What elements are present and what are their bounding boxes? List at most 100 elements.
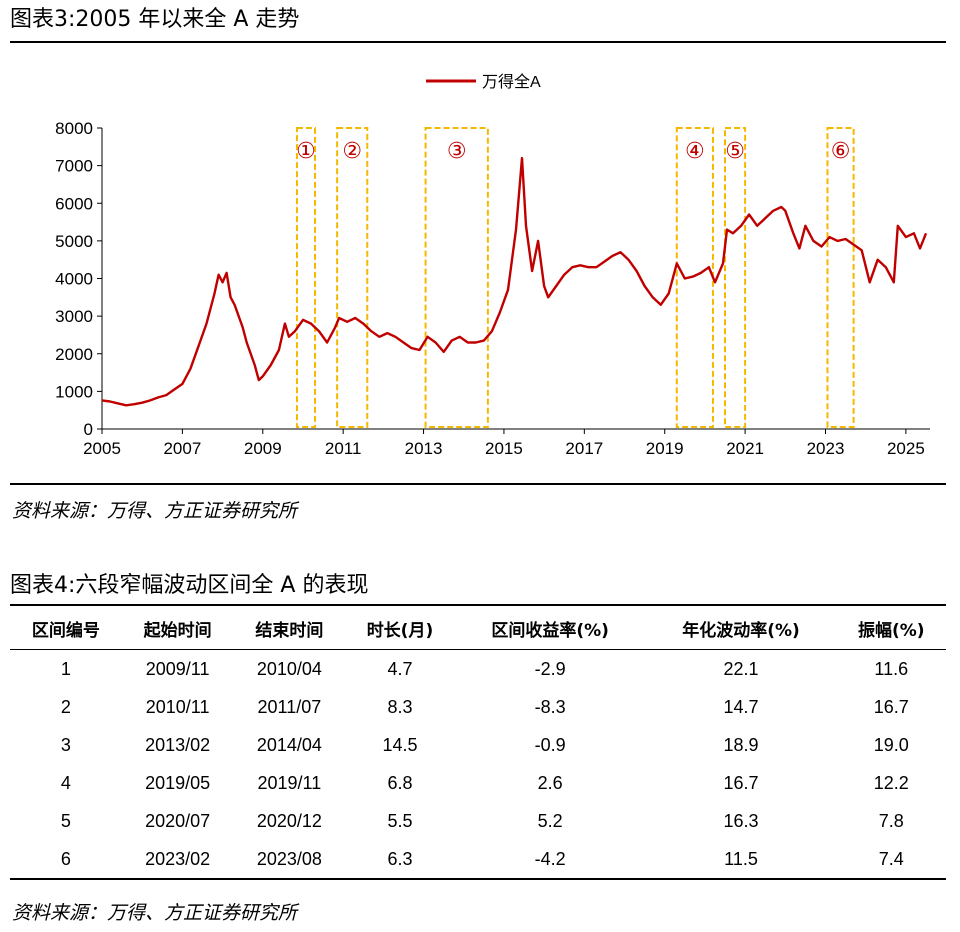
table-cell: 7.8 bbox=[878, 810, 904, 831]
table-cell: 2023/02 bbox=[121, 840, 234, 880]
table-cell: 6.3 bbox=[345, 840, 455, 880]
table-cell: 19.0 bbox=[873, 734, 909, 755]
header-volatility: 年化波动率(%) bbox=[645, 607, 837, 650]
table-cell: 8.3 bbox=[387, 696, 413, 717]
header-amplitude: 振幅(%) bbox=[836, 607, 946, 650]
table-row: 5 2020/07 2020/12 5.5 5.2 16.3 7.8 bbox=[10, 802, 946, 840]
table-row: 4 2019/05 2019/11 6.8 2.6 16.7 12.2 bbox=[10, 764, 946, 802]
legend-label: 万得全A bbox=[482, 73, 541, 91]
x-tick-label: 2015 bbox=[485, 439, 523, 458]
y-tick-label: 0 bbox=[84, 420, 93, 439]
y-tick-label: 5000 bbox=[55, 232, 93, 251]
highlight-box-label: ⑥ bbox=[831, 138, 851, 163]
highlight-box-label: ④ bbox=[685, 138, 705, 163]
highlight-box bbox=[675, 127, 714, 428]
table-row: 2 2010/11 2011/07 8.3 -8.3 14.7 16.7 bbox=[10, 688, 946, 726]
table-cell: -2.9 bbox=[534, 658, 566, 679]
x-tick-label: 2005 bbox=[83, 439, 121, 458]
y-tick-label: 6000 bbox=[55, 194, 93, 213]
table-cell: 2.6 bbox=[537, 772, 563, 793]
y-tick-label: 2000 bbox=[55, 345, 93, 364]
table-cell: -8.3 bbox=[534, 696, 566, 717]
series-line-wande-all-a bbox=[101, 156, 928, 407]
market-trend-chart: 万得全A 0 1000 2000 3000 4000 5000 6000 7000 8000 20… bbox=[55, 73, 930, 458]
table-cell: 2014/04 bbox=[256, 734, 322, 755]
table-cell: 2023/08 bbox=[233, 840, 346, 880]
table-cell: 2 bbox=[60, 696, 71, 717]
table-cell: 14.7 bbox=[723, 696, 759, 717]
chart-legend: 万得全A bbox=[426, 73, 541, 91]
highlight-box bbox=[424, 127, 489, 428]
table-cell: 2019/11 bbox=[257, 772, 322, 793]
table-cell: 11.6 bbox=[874, 658, 909, 679]
x-tick-label: 2013 bbox=[405, 439, 443, 458]
table-cell: 22.1 bbox=[723, 658, 759, 679]
header-interval-id: 区间编号 bbox=[10, 607, 122, 650]
x-tick-label: 2009 bbox=[244, 439, 282, 458]
table-cell: 2010/04 bbox=[256, 658, 322, 679]
table-cell: 16.3 bbox=[723, 810, 759, 831]
table-cell: 4.7 bbox=[387, 658, 413, 679]
table-cell: 6 bbox=[10, 840, 122, 880]
table-cell: 5.5 bbox=[387, 810, 413, 831]
figure3-bottom-rule bbox=[10, 483, 946, 485]
table-cell: 16.7 bbox=[723, 772, 759, 793]
table-cell: 2009/11 bbox=[145, 658, 210, 679]
y-tick-label: 1000 bbox=[55, 382, 93, 401]
table-cell: -4.2 bbox=[454, 840, 646, 880]
table-cell: 14.5 bbox=[382, 734, 418, 755]
table-cell: 16.7 bbox=[873, 696, 909, 717]
table-cell: 2013/02 bbox=[145, 734, 211, 755]
figure3-source: 资料来源：万得、方正证券研究所 bbox=[12, 500, 298, 522]
header-start: 起始时间 bbox=[121, 607, 234, 650]
highlight-box bbox=[336, 127, 369, 428]
table-cell: 1 bbox=[60, 658, 71, 679]
y-tick-label: 7000 bbox=[55, 157, 93, 176]
highlight-box bbox=[724, 127, 747, 428]
table-cell: 4 bbox=[60, 772, 71, 793]
header-end: 结束时间 bbox=[233, 607, 346, 650]
table-cell: 3 bbox=[60, 734, 71, 755]
table-cell: 2020/12 bbox=[256, 810, 322, 831]
table-cell: 2019/05 bbox=[145, 772, 211, 793]
x-tick-label: 2007 bbox=[163, 439, 201, 458]
table-cell: 6.8 bbox=[387, 772, 413, 793]
x-tick-label: 2019 bbox=[646, 439, 684, 458]
highlight-box bbox=[826, 127, 855, 428]
table-header-row: 区间编号 起始时间 结束时间 时长(月) 区间收益率(%) 年化波动率(%) 振… bbox=[10, 607, 946, 650]
y-tick-label: 8000 bbox=[55, 119, 93, 138]
figure3-title: 图表3:2005 年以来全 A 走势 bbox=[10, 7, 300, 32]
highlight-box-label: ① bbox=[296, 138, 316, 163]
x-tick-label: 2017 bbox=[565, 439, 603, 458]
highlight-box-label: ③ bbox=[447, 138, 467, 163]
x-tick-label: 2023 bbox=[807, 439, 845, 458]
x-tick-label: 2011 bbox=[325, 439, 362, 458]
table-top-rule bbox=[10, 604, 946, 606]
table-cell: 5.2 bbox=[537, 810, 563, 831]
performance-table: 区间编号 起始时间 结束时间 时长(月) 区间收益率(%) 年化波动率(%) 振… bbox=[10, 607, 946, 880]
highlight-box-label: ⑤ bbox=[725, 138, 745, 163]
table-cell: 2011/07 bbox=[257, 696, 322, 717]
y-tick-label: 3000 bbox=[55, 307, 93, 326]
x-tick-label: 2025 bbox=[887, 439, 925, 458]
highlight-box-label: ② bbox=[342, 138, 362, 163]
figure4-source: 资料来源：万得、方正证券研究所 bbox=[12, 902, 298, 924]
y-tick-label: 4000 bbox=[55, 270, 93, 289]
chart-axes: 0 1000 2000 3000 4000 5000 6000 7000 8000 2005 200… bbox=[55, 119, 930, 458]
x-tick-label: 2021 bbox=[726, 439, 764, 458]
table-cell: 11.5 bbox=[645, 840, 837, 880]
header-duration: 时长(月) bbox=[345, 607, 455, 650]
table-cell: 7.4 bbox=[836, 840, 946, 880]
table-cell: 2020/07 bbox=[145, 810, 211, 831]
highlight-box bbox=[295, 127, 317, 428]
table-cell: 2010/11 bbox=[145, 696, 210, 717]
table-row: 6 2023/02 2023/08 6.3 -4.2 11.5 7.4 bbox=[10, 840, 946, 880]
table-cell: 18.9 bbox=[723, 734, 759, 755]
figure4-title: 图表4:六段窄幅波动区间全 A 的表现 bbox=[10, 573, 369, 598]
table-cell: -0.9 bbox=[534, 734, 566, 755]
table-row: 3 2013/02 2014/04 14.5 -0.9 18.9 19.0 bbox=[10, 726, 946, 764]
title-rule bbox=[10, 41, 946, 43]
table-cell: 5 bbox=[60, 810, 71, 831]
table-cell: 12.2 bbox=[873, 772, 909, 793]
